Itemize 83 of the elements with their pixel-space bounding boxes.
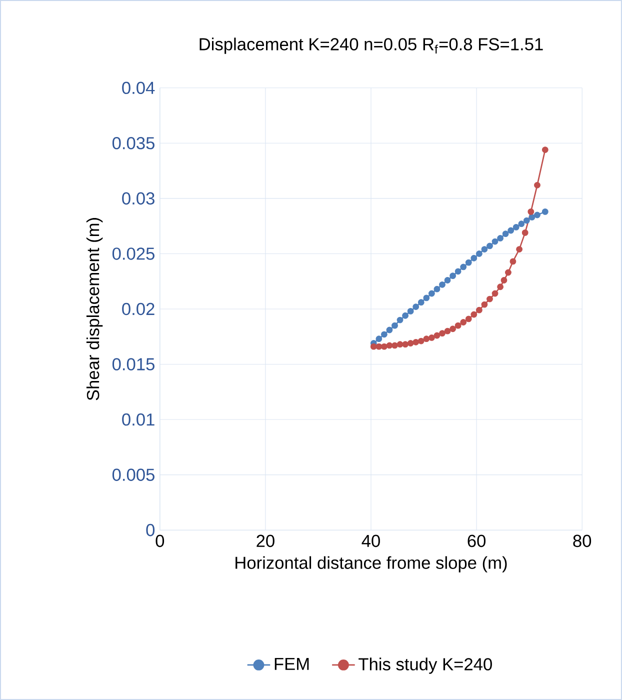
point xyxy=(450,326,456,332)
point xyxy=(418,338,424,344)
point xyxy=(439,330,446,337)
point xyxy=(508,227,514,234)
point xyxy=(481,246,488,252)
point xyxy=(465,259,472,266)
point xyxy=(418,299,424,306)
point xyxy=(510,258,516,265)
point xyxy=(522,229,528,236)
point xyxy=(492,290,498,297)
point xyxy=(486,296,493,302)
point xyxy=(407,340,414,346)
y-tick-label: 0.005 xyxy=(112,468,154,481)
point xyxy=(412,338,420,346)
point xyxy=(502,230,509,238)
x-tick-label: 80 xyxy=(573,534,592,548)
point xyxy=(392,342,398,349)
point xyxy=(434,332,440,339)
point xyxy=(381,343,388,350)
point xyxy=(454,268,462,275)
point xyxy=(376,336,382,342)
point xyxy=(476,250,482,257)
y-tick-label: 0.035 xyxy=(112,137,154,150)
y-tick-label: 0.03 xyxy=(122,192,154,205)
point xyxy=(402,341,409,348)
point xyxy=(428,290,435,297)
point xyxy=(386,326,393,334)
point xyxy=(497,284,504,290)
point xyxy=(523,217,530,224)
point xyxy=(396,341,404,348)
y-tick-label: 0.01 xyxy=(122,413,154,426)
legend-label: FEM xyxy=(274,658,309,670)
point xyxy=(392,322,398,329)
point xyxy=(434,286,440,292)
point xyxy=(465,316,472,322)
y-tick-label: 0.04 xyxy=(122,82,155,94)
x-axis-title: Horizontal distance frome slope (m) xyxy=(236,556,507,572)
point xyxy=(460,319,467,326)
point xyxy=(444,328,451,334)
point xyxy=(407,308,414,314)
chart-title: Displacement K=240 n=0.05 R$_{f}$=0.8 FS=1.51 xyxy=(200,38,543,54)
point xyxy=(370,343,377,350)
point xyxy=(470,254,478,262)
point xyxy=(470,311,478,318)
x-tick-label: 0 xyxy=(156,534,164,548)
point xyxy=(450,272,456,280)
point xyxy=(518,220,525,228)
point xyxy=(528,208,534,215)
point xyxy=(542,208,548,215)
y-axis-title: Shear displacement (m) xyxy=(86,218,103,400)
legend-label: This study K=240 xyxy=(358,658,492,674)
point xyxy=(428,334,435,341)
point xyxy=(396,316,404,324)
point xyxy=(476,306,482,314)
point xyxy=(505,269,512,276)
point xyxy=(492,238,498,245)
y-tick-label: 0.02 xyxy=(122,302,154,316)
point xyxy=(516,246,523,252)
point xyxy=(412,304,420,310)
point xyxy=(402,312,409,319)
y-tick-label: 0.015 xyxy=(112,358,154,370)
point xyxy=(423,336,430,342)
point xyxy=(534,182,540,188)
x-tick-label: 40 xyxy=(362,534,380,548)
point xyxy=(497,235,504,242)
x-tick-label: 60 xyxy=(468,534,486,548)
point xyxy=(486,242,493,250)
point xyxy=(528,214,536,220)
point xyxy=(454,322,462,329)
point xyxy=(481,301,488,308)
point xyxy=(534,212,540,218)
y-tick-label: 0.025 xyxy=(112,248,154,260)
point xyxy=(500,277,508,284)
point xyxy=(439,281,446,288)
y-tick-label: 0 xyxy=(146,524,155,536)
point xyxy=(423,294,430,302)
point xyxy=(460,264,467,270)
point xyxy=(512,224,520,230)
point xyxy=(444,277,451,284)
x-tick-label: 20 xyxy=(256,534,274,548)
point xyxy=(376,343,382,350)
point xyxy=(542,146,548,153)
point xyxy=(381,331,388,338)
